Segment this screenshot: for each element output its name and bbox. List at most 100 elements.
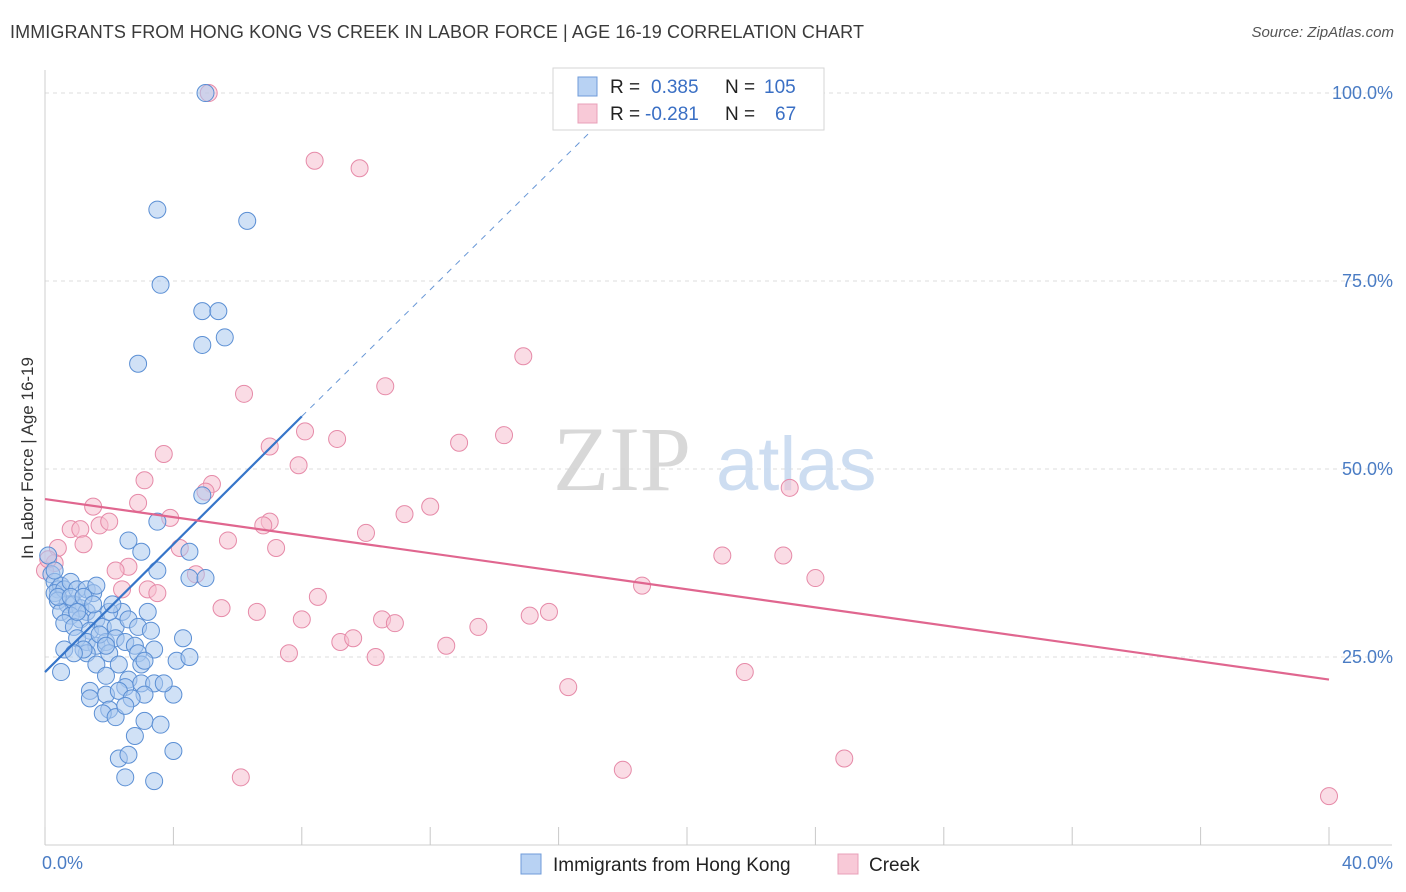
y-tick-label-100: 100.0% <box>1332 83 1393 103</box>
hong-kong-point-16 <box>148 561 167 580</box>
trend-lines <box>44 115 1330 681</box>
hong-kong-point-83 <box>151 715 170 734</box>
hong-kong-point-9 <box>193 486 212 505</box>
hong-kong-point-60 <box>109 655 128 674</box>
hong-kong-trend-line <box>44 415 303 673</box>
creek-point-56 <box>437 636 456 655</box>
bottom-legend-swatch-pink <box>837 853 859 875</box>
bottom-legend-label-blue: Immigrants from Hong Kong <box>553 855 791 876</box>
creek-point-7 <box>328 429 347 448</box>
watermark: ZIP atlas <box>553 408 877 510</box>
creek-point-57 <box>279 644 298 663</box>
legend-r-label-1: R = <box>610 77 640 98</box>
hong-kong-point-84 <box>125 726 144 745</box>
creek-point-29 <box>218 531 237 550</box>
watermark-atlas: atlas <box>716 422 877 507</box>
y-tick-label-75: 75.0% <box>1342 271 1393 291</box>
x-tick-marks <box>44 827 1330 845</box>
hong-kong-point-46 <box>141 621 160 640</box>
hong-kong-point-6 <box>193 335 212 354</box>
legend-r-value-2: -0.281 <box>645 104 699 125</box>
creek-point-53 <box>469 617 488 636</box>
creek-point-28 <box>100 512 119 531</box>
creek-point-52 <box>385 614 404 633</box>
legend-n-label-2: N = <box>725 104 755 125</box>
hong-kong-point-10 <box>148 512 167 531</box>
creek-point-26 <box>71 520 90 539</box>
hong-kong-point-7 <box>215 328 234 347</box>
hong-kong-point-2 <box>238 211 257 230</box>
legend-r-value-1: 0.385 <box>651 77 699 98</box>
creek-point-32 <box>74 535 93 554</box>
creek-point-9 <box>260 437 279 456</box>
creek-trend-line <box>44 498 1330 681</box>
creek-point-19 <box>129 493 148 512</box>
creek-point-61 <box>613 760 632 779</box>
watermark-zip: ZIP <box>553 408 691 510</box>
creek-point-11 <box>154 444 173 463</box>
hong-kong-point-15 <box>196 569 215 588</box>
hong-kong-point-99 <box>154 674 173 693</box>
creek-point-59 <box>735 663 754 682</box>
hong-kong-point-76 <box>80 689 99 708</box>
legend-swatch-blue <box>577 76 598 97</box>
hong-kong-point-88 <box>116 768 135 787</box>
creek-point-10 <box>495 426 514 445</box>
y-tick-labels: 25.0% 50.0% 75.0% 100.0% <box>1332 83 1393 667</box>
creek-point-62 <box>835 749 854 768</box>
x-tick-label-max: 40.0% <box>1342 853 1393 873</box>
creek-point-40 <box>633 576 652 595</box>
x-tick-label-min: 0.0% <box>42 853 83 873</box>
creek-point-12 <box>289 456 308 475</box>
hong-kong-point-103 <box>87 576 106 595</box>
creek-point-46 <box>212 599 231 618</box>
hong-kong-point-43 <box>138 602 157 621</box>
creek-point-3 <box>514 347 533 366</box>
creek-point-4 <box>235 384 254 403</box>
y-tick-label-50: 50.0% <box>1342 459 1393 479</box>
hong-kong-point-89 <box>145 772 164 791</box>
hong-kong-point-12 <box>132 542 151 561</box>
bottom-legend-label-pink: Creek <box>869 855 920 876</box>
hong-kong-point-5 <box>209 302 228 321</box>
hong-kong-point-14 <box>180 569 199 588</box>
hong-kong-point-85 <box>164 742 183 761</box>
hong-kong-point-87 <box>119 745 138 764</box>
creek-point-38 <box>713 546 732 565</box>
creek-point-44 <box>148 584 167 603</box>
legend-r-label-2: R = <box>610 104 640 125</box>
creek-point-60 <box>559 678 578 697</box>
creek-point-16 <box>780 478 799 497</box>
creek-point-43 <box>113 580 132 599</box>
creek-point-8 <box>450 433 469 452</box>
grid-lines <box>45 92 1392 658</box>
creek-point-41 <box>806 569 825 588</box>
axes <box>44 70 1392 846</box>
creek-point-6 <box>296 422 315 441</box>
legend-n-label-1: N = <box>725 77 755 98</box>
creek-point-5 <box>376 377 395 396</box>
hong-kong-point-67 <box>96 666 115 685</box>
hong-kong-point-0 <box>196 84 215 103</box>
hong-kong-point-93 <box>68 602 87 621</box>
creek-point-13 <box>135 471 154 490</box>
legend-n-value-1: 105 <box>764 77 796 98</box>
hong-kong-point-104 <box>96 636 115 655</box>
hong-kong-point-65 <box>52 663 71 682</box>
creek-point-49 <box>539 602 558 621</box>
hong-kong-point-64 <box>180 648 199 667</box>
creek-point-30 <box>267 538 286 557</box>
bottom-legend-swatch-blue <box>520 853 542 875</box>
chart-title: IMMIGRANTS FROM HONG KONG VS CREEK IN LA… <box>10 22 865 42</box>
hong-kong-point-3 <box>151 275 170 294</box>
bottom-legend: Immigrants from Hong Kong Creek <box>520 853 920 876</box>
creek-point-17 <box>421 497 440 516</box>
y-tick-label-25: 25.0% <box>1342 647 1393 667</box>
hong-kong-point-82 <box>135 711 154 730</box>
hong-kong-point-81 <box>116 696 135 715</box>
creek-point-1 <box>305 151 324 170</box>
creek-point-48 <box>292 610 311 629</box>
legend-box: R = 0.385 N = 105 R = -0.281 N = 67 <box>552 67 825 131</box>
creek-point-63 <box>231 768 250 787</box>
